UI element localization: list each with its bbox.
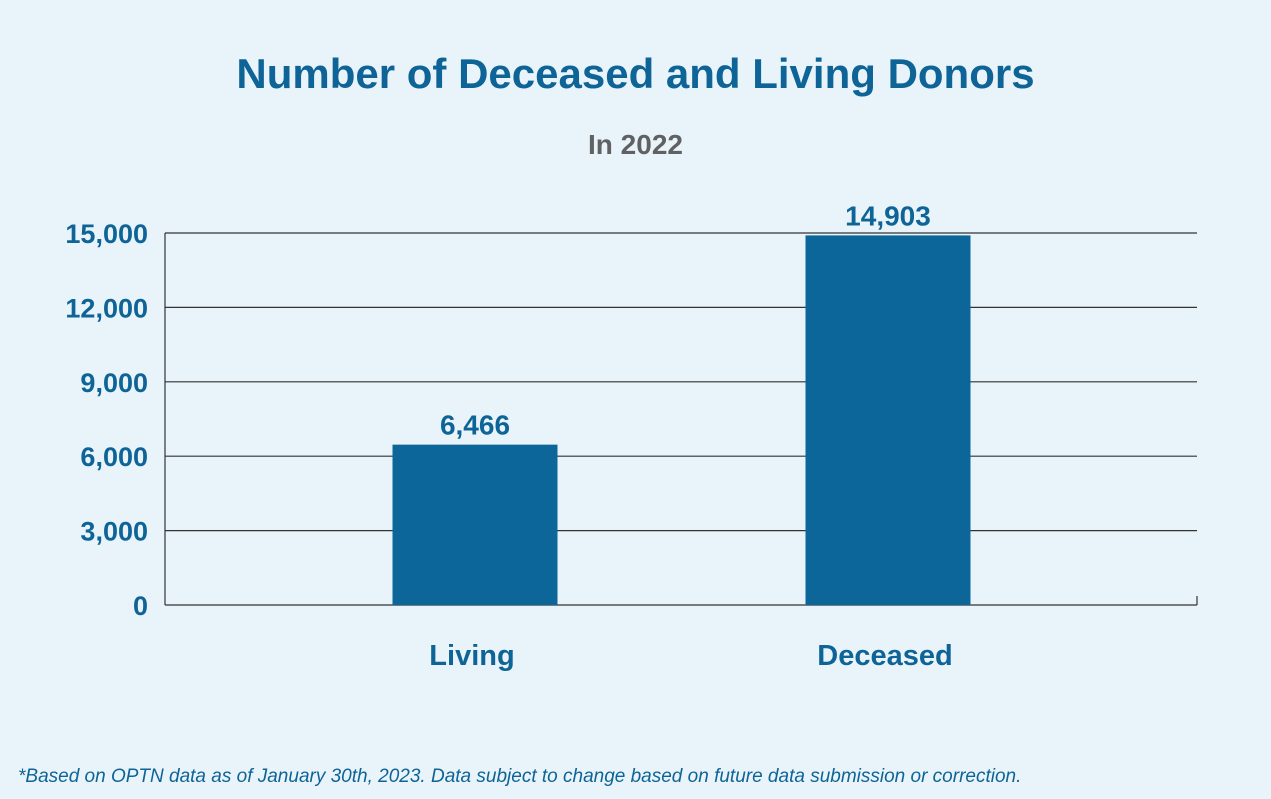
- chart-subtitle: In 2022: [588, 129, 683, 160]
- y-tick-label: 9,000: [80, 368, 148, 398]
- y-tick-label: 0: [133, 591, 148, 621]
- data-label: 14,903: [845, 200, 931, 231]
- y-tick-label: 3,000: [80, 517, 148, 547]
- footnote: *Based on OPTN data as of January 30th, …: [18, 766, 1022, 787]
- y-tick-label: 12,000: [65, 293, 148, 323]
- y-tick-label: 6,000: [80, 442, 148, 472]
- data-label: 6,466: [440, 410, 510, 441]
- gridlines: [165, 232, 1197, 532]
- chart-title: Number of Deceased and Living Donors: [236, 50, 1035, 97]
- bars: [392, 235, 971, 606]
- bar-living: [392, 444, 558, 605]
- bar-deceased: [805, 235, 971, 606]
- y-tick-label: 15,000: [65, 219, 148, 249]
- labels: 0 3,000 6,000 9,000 12,000 15,000 6,466 Living 1…: [65, 200, 952, 672]
- x-category-label: Living: [429, 640, 514, 672]
- x-category-label: Deceased: [817, 640, 952, 672]
- axes: [164, 233, 1198, 606]
